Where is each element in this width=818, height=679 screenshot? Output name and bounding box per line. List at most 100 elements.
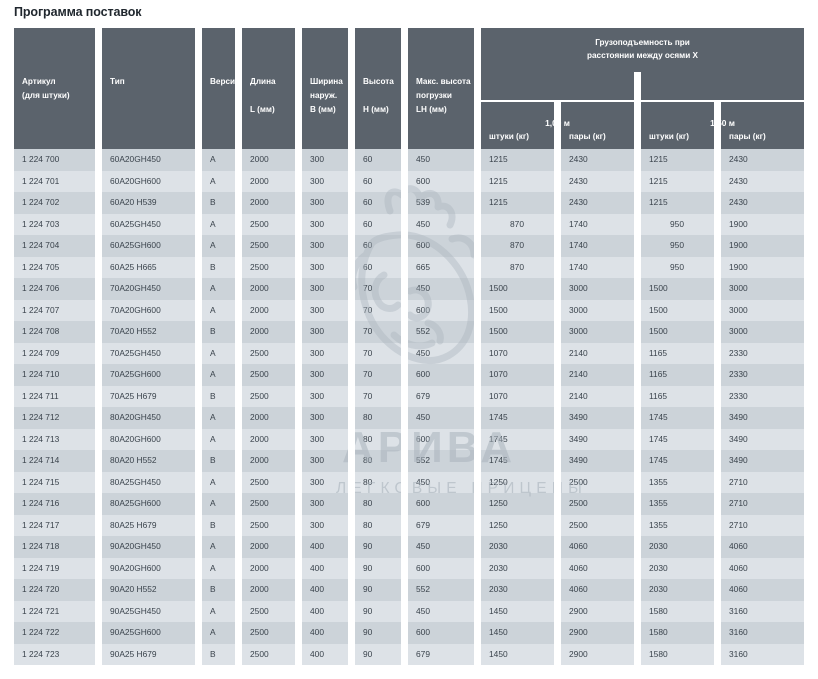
cell-article: 1 224 709 [22,347,60,358]
cell-height: 60 [363,154,373,164]
cell-version: A [210,347,216,358]
cell-length: 2500 [250,519,269,530]
column-header-height-line1: Высота [363,77,394,86]
cell-version: A [210,369,216,379]
cell-type: 70A25GH450 [110,347,161,358]
table-row: 1 224 722 90A25GH600 A 2500 400 90 600 1450 2900… [14,622,804,644]
cell-version: B [210,648,216,659]
column-separator [634,100,641,666]
cell-height: 80 [363,433,373,444]
cell-width: 300 [310,390,324,401]
column-header-c100_pairs: пары (кг) [561,28,634,149]
cell-height: 90 [363,627,373,637]
cell-c150_pcs: 1215 [649,175,668,186]
cell-width: 300 [310,369,324,379]
cell-width: 400 [310,627,324,637]
cell-article: 1 224 703 [22,218,60,229]
cell-c150_pcs: 1745 [649,433,668,444]
cell-c100_pcs: 1215 [489,175,508,186]
cell-c100_pcs: 2030 [489,562,508,573]
table-row: 1 224 700 60A20GH450 A 2000 300 60 450 1215 2430… [14,149,804,171]
cell-c150_pairs: 1900 [729,218,748,229]
cell-c150_pairs: 2430 [729,197,748,207]
cell-height: 90 [363,541,373,551]
cell-width: 300 [310,240,324,250]
cell-width: 300 [310,283,324,293]
cell-article: 1 224 701 [22,175,60,186]
cell-c100_pcs: 870 [510,240,524,250]
cell-c100_pairs: 1740 [569,240,588,250]
cell-version: A [210,562,216,573]
cell-type: 80A25 H679 [110,519,157,530]
subgroup-header-label: 1,50 м [710,118,735,128]
cell-length: 2000 [250,455,269,465]
cell-type: 90A25GH450 [110,605,161,616]
cell-c150_pcs: 1580 [649,627,668,637]
cell-c100_pcs: 1745 [489,412,508,422]
column-header-maxload: Макс. высота погрузки LH (мм) [408,28,474,149]
cell-maxload: 552 [416,455,430,465]
cell-article: 1 224 707 [22,304,60,315]
cell-version: B [210,455,216,465]
cell-c100_pcs: 1450 [489,648,508,659]
cell-maxload: 600 [416,433,430,444]
cell-version: A [210,433,216,444]
cell-type: 90A20GH600 [110,562,161,573]
cell-c100_pcs: 1500 [489,326,508,336]
group-header-title: Грузоподъемность при расстоянии между ося… [481,37,804,62]
cell-c150_pcs: 1355 [649,498,668,508]
cell-version: B [210,390,216,401]
cell-height: 60 [363,197,373,207]
cell-version: A [210,304,216,315]
cell-c150_pairs: 2710 [729,519,748,530]
cell-width: 400 [310,605,324,616]
cell-type: 90A25 H679 [110,648,157,659]
cell-height: 60 [363,218,373,229]
cell-version: A [210,412,216,422]
cell-c150_pcs: 950 [670,240,684,250]
column-header-length-line3: L (мм) [250,105,275,114]
table-row: 1 224 723 90A25 H679 B 2500 400 90 679 1450 2900… [14,643,804,665]
cell-length: 2000 [250,584,269,594]
cell-length: 2000 [250,433,269,444]
cell-c100_pairs: 2140 [569,347,588,358]
column-header-c150_pairs: пары (кг) [721,28,804,149]
cell-c100_pairs: 2500 [569,519,588,530]
table-header: Артикул (для штуки) Тип Версия Длина L (мм) Ши… [14,28,804,149]
cell-width: 300 [310,261,324,272]
cell-c150_pairs: 2330 [729,347,748,358]
cell-width: 300 [310,218,324,229]
cell-article: 1 224 708 [22,326,60,336]
cell-article: 1 224 710 [22,369,60,379]
column-header-c100_pcs: штуки (кг) [481,28,554,149]
cell-c150_pairs: 4060 [729,541,748,551]
cell-c150_pcs: 1580 [649,648,668,659]
cell-type: 70A25GH600 [110,369,161,379]
cell-c100_pcs: 1500 [489,304,508,315]
cell-article: 1 224 702 [22,197,60,207]
cell-height: 60 [363,175,373,186]
cell-maxload: 600 [416,240,430,250]
cell-width: 300 [310,326,324,336]
cell-c150_pcs: 1165 [649,369,668,379]
table-row: 1 224 714 80A20 H552 B 2000 300 80 552 1745 3490… [14,450,804,472]
cell-length: 2000 [250,412,269,422]
cell-length: 2000 [250,304,269,315]
cell-length: 2500 [250,390,269,401]
cell-width: 300 [310,304,324,315]
column-header-c100_pcs-label: штуки (кг) [489,132,529,141]
subgroup-header-1-50m: 1,50 м [641,102,804,149]
cell-length: 2000 [250,283,269,293]
table-row: 1 224 718 90A20GH450 A 2000 400 90 450 2030 4060… [14,536,804,558]
cell-type: 80A25GH450 [110,476,161,487]
cell-c100_pairs: 4060 [569,541,588,551]
cell-c100_pairs: 2900 [569,648,588,659]
cell-version: A [210,154,216,164]
table-row: 1 224 705 60A25 H665 B 2500 300 60 665 870 1740 9… [14,256,804,278]
cell-c150_pcs: 1215 [649,154,668,164]
cell-c100_pairs: 2500 [569,476,588,487]
cell-maxload: 552 [416,326,430,336]
table-bottom-edge [14,666,804,667]
cell-version: A [210,283,216,293]
